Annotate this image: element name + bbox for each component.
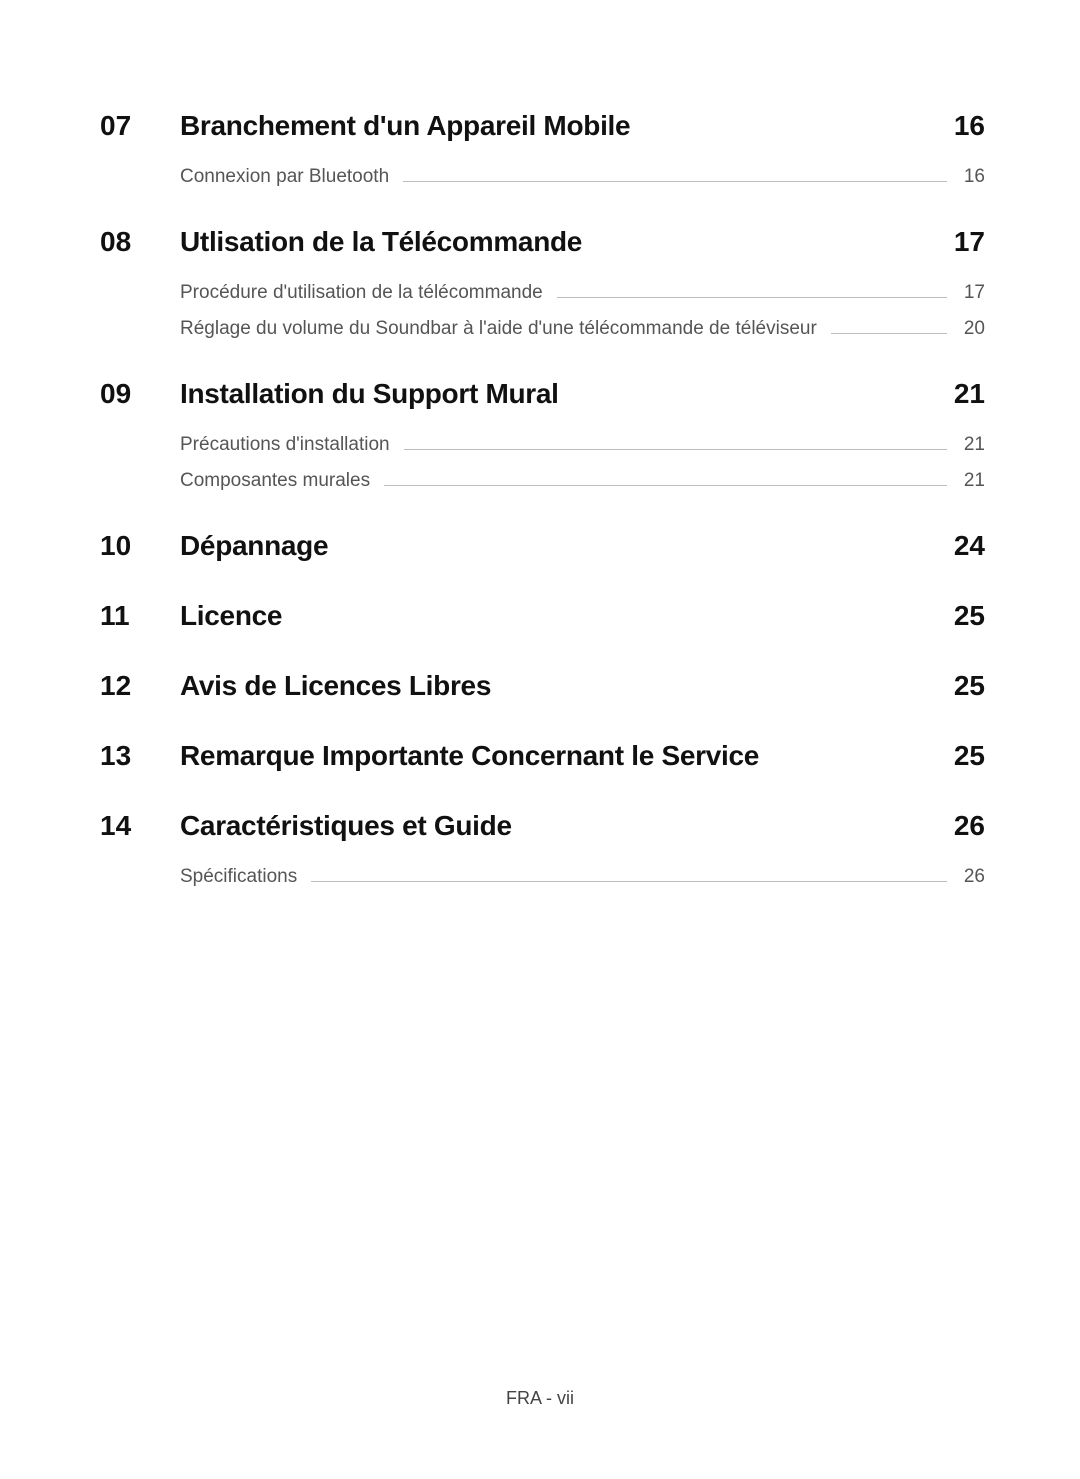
section-page-number: 24 bbox=[954, 530, 985, 562]
subsection-label: Réglage du volume du Soundbar à l'aide d… bbox=[180, 318, 817, 340]
leader-line bbox=[831, 333, 947, 334]
toc-section: 14Caractéristiques et Guide26Spécificati… bbox=[100, 810, 985, 888]
section-heading-row: Utlisation de la Télécommande 17 bbox=[180, 226, 985, 258]
subsection-item: Réglage du volume du Soundbar à l'aide d… bbox=[180, 318, 985, 340]
subsection-list: Spécifications 26 bbox=[180, 866, 985, 888]
section-page-number: 17 bbox=[954, 226, 985, 258]
subsection-label: Composantes murales bbox=[180, 470, 370, 492]
section-number: 13 bbox=[100, 740, 180, 772]
section-title: Dépannage bbox=[180, 530, 328, 562]
leader-line bbox=[404, 449, 947, 450]
subsection-list: Précautions d'installation21Composantes … bbox=[180, 434, 985, 492]
section-number: 12 bbox=[100, 670, 180, 702]
subsection-page-number: 26 bbox=[957, 866, 985, 888]
page-footer: FRA - vii bbox=[0, 1388, 1080, 1409]
subsection-item: Précautions d'installation 21 bbox=[180, 434, 985, 456]
section-body: Remarque Importante Concernant le Servic… bbox=[180, 740, 985, 772]
subsection-page-number: 21 bbox=[957, 434, 985, 456]
leader-line bbox=[403, 181, 947, 182]
section-heading-row: Caractéristiques et Guide 26 bbox=[180, 810, 985, 842]
subsection-page-number: 16 bbox=[957, 166, 985, 188]
section-number: 14 bbox=[100, 810, 180, 842]
section-title: Utlisation de la Télécommande bbox=[180, 226, 582, 258]
section-heading-row: Dépannage 24 bbox=[180, 530, 985, 562]
section-page-number: 25 bbox=[954, 740, 985, 772]
subsection-label: Spécifications bbox=[180, 866, 297, 888]
subsection-list: Connexion par Bluetooth 16 bbox=[180, 166, 985, 188]
subsection-item: Composantes murales 21 bbox=[180, 470, 985, 492]
section-number: 07 bbox=[100, 110, 180, 142]
section-body: Branchement d'un Appareil Mobile16Connex… bbox=[180, 110, 985, 188]
section-body: Installation du Support Mural21Précautio… bbox=[180, 378, 985, 492]
section-page-number: 25 bbox=[954, 600, 985, 632]
section-body: Licence 25 bbox=[180, 600, 985, 632]
section-page-number: 16 bbox=[954, 110, 985, 142]
leader-line bbox=[557, 297, 947, 298]
section-title: Caractéristiques et Guide bbox=[180, 810, 512, 842]
toc-section: 08Utlisation de la Télécommande 17 Procédu… bbox=[100, 226, 985, 340]
section-number: 11 bbox=[100, 600, 180, 632]
section-number: 10 bbox=[100, 530, 180, 562]
subsection-label: Précautions d'installation bbox=[180, 434, 390, 456]
section-body: Utlisation de la Télécommande 17 Procédure… bbox=[180, 226, 985, 340]
section-heading-row: Remarque Importante Concernant le Servic… bbox=[180, 740, 985, 772]
subsection-item: Spécifications 26 bbox=[180, 866, 985, 888]
section-title: Licence bbox=[180, 600, 282, 632]
toc-section: 10Dépannage 24 bbox=[100, 530, 985, 562]
leader-line bbox=[311, 881, 947, 882]
subsection-item: Procédure d'utilisation de la télécomman… bbox=[180, 282, 985, 304]
section-page-number: 26 bbox=[954, 810, 985, 842]
section-title: Remarque Importante Concernant le Servic… bbox=[180, 740, 759, 772]
section-page-number: 21 bbox=[954, 378, 985, 410]
section-title: Branchement d'un Appareil Mobile bbox=[180, 110, 630, 142]
subsection-page-number: 17 bbox=[957, 282, 985, 304]
section-title: Installation du Support Mural bbox=[180, 378, 559, 410]
section-number: 09 bbox=[100, 378, 180, 410]
section-body: Caractéristiques et Guide26Spécification… bbox=[180, 810, 985, 888]
toc-section: 12Avis de Licences Libres 25 bbox=[100, 670, 985, 702]
toc-section: 11Licence 25 bbox=[100, 600, 985, 632]
subsection-page-number: 21 bbox=[957, 470, 985, 492]
section-heading-row: Licence 25 bbox=[180, 600, 985, 632]
toc-section: 13Remarque Importante Concernant le Serv… bbox=[100, 740, 985, 772]
table-of-contents: 07Branchement d'un Appareil Mobile16Conn… bbox=[0, 0, 1080, 888]
subsection-page-number: 20 bbox=[957, 318, 985, 340]
section-number: 08 bbox=[100, 226, 180, 258]
toc-section: 09Installation du Support Mural21Précaut… bbox=[100, 378, 985, 492]
leader-line bbox=[384, 485, 947, 486]
section-heading-row: Branchement d'un Appareil Mobile 16 bbox=[180, 110, 985, 142]
section-body: Avis de Licences Libres 25 bbox=[180, 670, 985, 702]
section-page-number: 25 bbox=[954, 670, 985, 702]
section-heading-row: Installation du Support Mural 21 bbox=[180, 378, 985, 410]
subsection-label: Procédure d'utilisation de la télécomman… bbox=[180, 282, 543, 304]
section-heading-row: Avis de Licences Libres 25 bbox=[180, 670, 985, 702]
section-title: Avis de Licences Libres bbox=[180, 670, 491, 702]
toc-section: 07Branchement d'un Appareil Mobile16Conn… bbox=[100, 110, 985, 188]
subsection-item: Connexion par Bluetooth 16 bbox=[180, 166, 985, 188]
section-body: Dépannage 24 bbox=[180, 530, 985, 562]
subsection-label: Connexion par Bluetooth bbox=[180, 166, 389, 188]
subsection-list: Procédure d'utilisation de la télécomman… bbox=[180, 282, 985, 340]
